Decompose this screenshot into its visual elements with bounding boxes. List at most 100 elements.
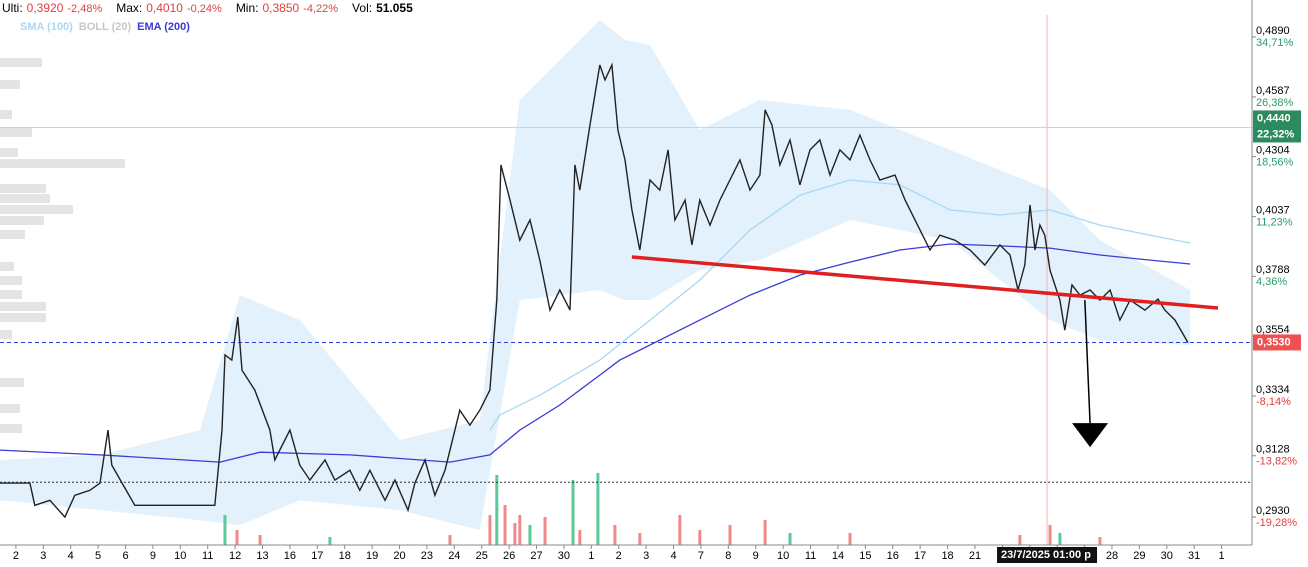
volume-bar	[1098, 537, 1102, 545]
last-price-label: 0,3530	[1257, 336, 1291, 348]
x-tick-label: 20	[393, 550, 405, 562]
stat-change: -0,24%	[186, 3, 222, 15]
volume-bar	[513, 523, 517, 545]
arrow-head	[1072, 423, 1109, 448]
x-tick-label: 16	[887, 550, 899, 562]
volume-bar	[1058, 533, 1062, 545]
indicator-line	[489, 179, 1191, 431]
x-tick-label: 10	[174, 550, 186, 562]
x-tick-label: 30	[1161, 550, 1173, 562]
x-tick-label: 18	[941, 550, 953, 562]
x-tick-label: 9	[753, 550, 759, 562]
volume-bar	[495, 475, 499, 545]
volume-bar	[258, 535, 262, 545]
x-tick-label: 12	[229, 550, 241, 562]
x-tick-label: 25	[476, 550, 488, 562]
y-tick-label: 0,3554	[1256, 324, 1290, 336]
last-price-box	[1253, 334, 1301, 351]
x-tick-label: 23	[421, 550, 433, 562]
volume-value: 51.055	[376, 1, 413, 15]
volume-bar	[638, 533, 642, 545]
x-tick-label: 1	[588, 550, 594, 562]
x-tick-label: 2	[616, 550, 622, 562]
crosshair-y-change: 22,32%	[1257, 128, 1295, 140]
x-tick-label: 4	[670, 550, 676, 562]
y-tick-change: -19,28%	[1256, 517, 1297, 529]
y-tick-label: 0,3334	[1256, 384, 1290, 396]
y-tick-change: -8,14%	[1256, 396, 1291, 408]
stat-label: Min:	[235, 1, 259, 15]
volume-bar	[1018, 535, 1022, 545]
x-tick-label: 17	[311, 550, 323, 562]
x-tick-label: 18	[339, 550, 351, 562]
arrow-shaft	[1084, 300, 1091, 424]
stat-change: -4,22%	[303, 3, 339, 15]
volume-bar	[528, 525, 532, 545]
volume-bar	[613, 525, 617, 545]
volume-bar	[328, 537, 332, 545]
legend-entry: BOLL (20)	[79, 21, 132, 33]
volume-bar	[578, 530, 582, 545]
x-tick-label: 2	[13, 550, 19, 562]
legend-entry: EMA (200)	[137, 21, 190, 33]
volume-bar	[571, 480, 575, 545]
x-tick-label: 28	[1106, 550, 1118, 562]
y-tick-label: 0,4587	[1256, 85, 1290, 97]
x-tick-label: 16	[284, 550, 296, 562]
x-tick-label: 24	[448, 550, 460, 562]
x-tick-label: 4	[68, 550, 74, 562]
volume-bar	[698, 530, 702, 545]
y-tick-label: 0,3128	[1256, 444, 1290, 456]
stat-label: Max:	[116, 1, 143, 15]
x-tick-label: 13	[256, 550, 268, 562]
volume-bar	[543, 517, 547, 545]
volume-bar	[235, 530, 239, 545]
crosshair-x-label: 23/7/2025 01:00 p	[1001, 549, 1091, 561]
trendline	[631, 255, 1219, 310]
y-tick-change: 18,56%	[1256, 157, 1294, 169]
x-tick-label: 3	[40, 550, 46, 562]
bollinger-band	[0, 19, 1191, 531]
x-tick-label: 9	[150, 550, 156, 562]
volume-bar	[848, 533, 852, 545]
x-tick-label: 7	[698, 550, 704, 562]
volume-bar	[223, 515, 227, 545]
x-tick-label: 6	[122, 550, 128, 562]
y-tick-change: 26,38%	[1256, 97, 1294, 109]
y-tick-change: 34,71%	[1256, 37, 1294, 49]
x-tick-label: 1	[1219, 550, 1225, 562]
y-tick-label: 0,4890	[1256, 25, 1290, 37]
x-tick-label: 11	[805, 550, 816, 562]
volume-profile	[0, 58, 125, 433]
x-tick-label: 31	[1188, 550, 1200, 562]
crosshair-y-label: 0,4440	[1257, 112, 1291, 124]
volume-bar	[518, 515, 522, 545]
stat-change: -2,48%	[67, 3, 103, 15]
volume-bar	[596, 473, 600, 545]
price-line	[0, 62, 1189, 519]
y-tick-change: -13,82%	[1256, 456, 1297, 468]
indicator-line	[0, 243, 1191, 463]
volume-bar	[503, 505, 507, 545]
volume-bar	[678, 515, 682, 545]
volume-label: Vol:	[352, 1, 373, 15]
x-tick-label: 19	[366, 550, 378, 562]
x-tick-label: 15	[859, 550, 871, 562]
y-tick-change: 4,36%	[1256, 276, 1287, 288]
x-tick-label: 26	[503, 550, 515, 562]
volume-bar	[788, 533, 792, 545]
x-tick-label: 10	[777, 550, 789, 562]
y-tick-label: 0,3788	[1256, 264, 1290, 276]
volume-bar	[728, 525, 732, 545]
stat-label: Ulti:	[2, 1, 23, 15]
x-tick-label: 30	[558, 550, 570, 562]
x-tick-label: 11	[202, 550, 213, 562]
x-tick-label: 21	[969, 550, 981, 562]
volume-bar	[488, 515, 492, 545]
x-tick-label: 14	[832, 550, 844, 562]
x-tick-label: 8	[725, 550, 731, 562]
x-tick-label: 5	[95, 550, 101, 562]
stat-value: 0,3920	[26, 1, 64, 15]
